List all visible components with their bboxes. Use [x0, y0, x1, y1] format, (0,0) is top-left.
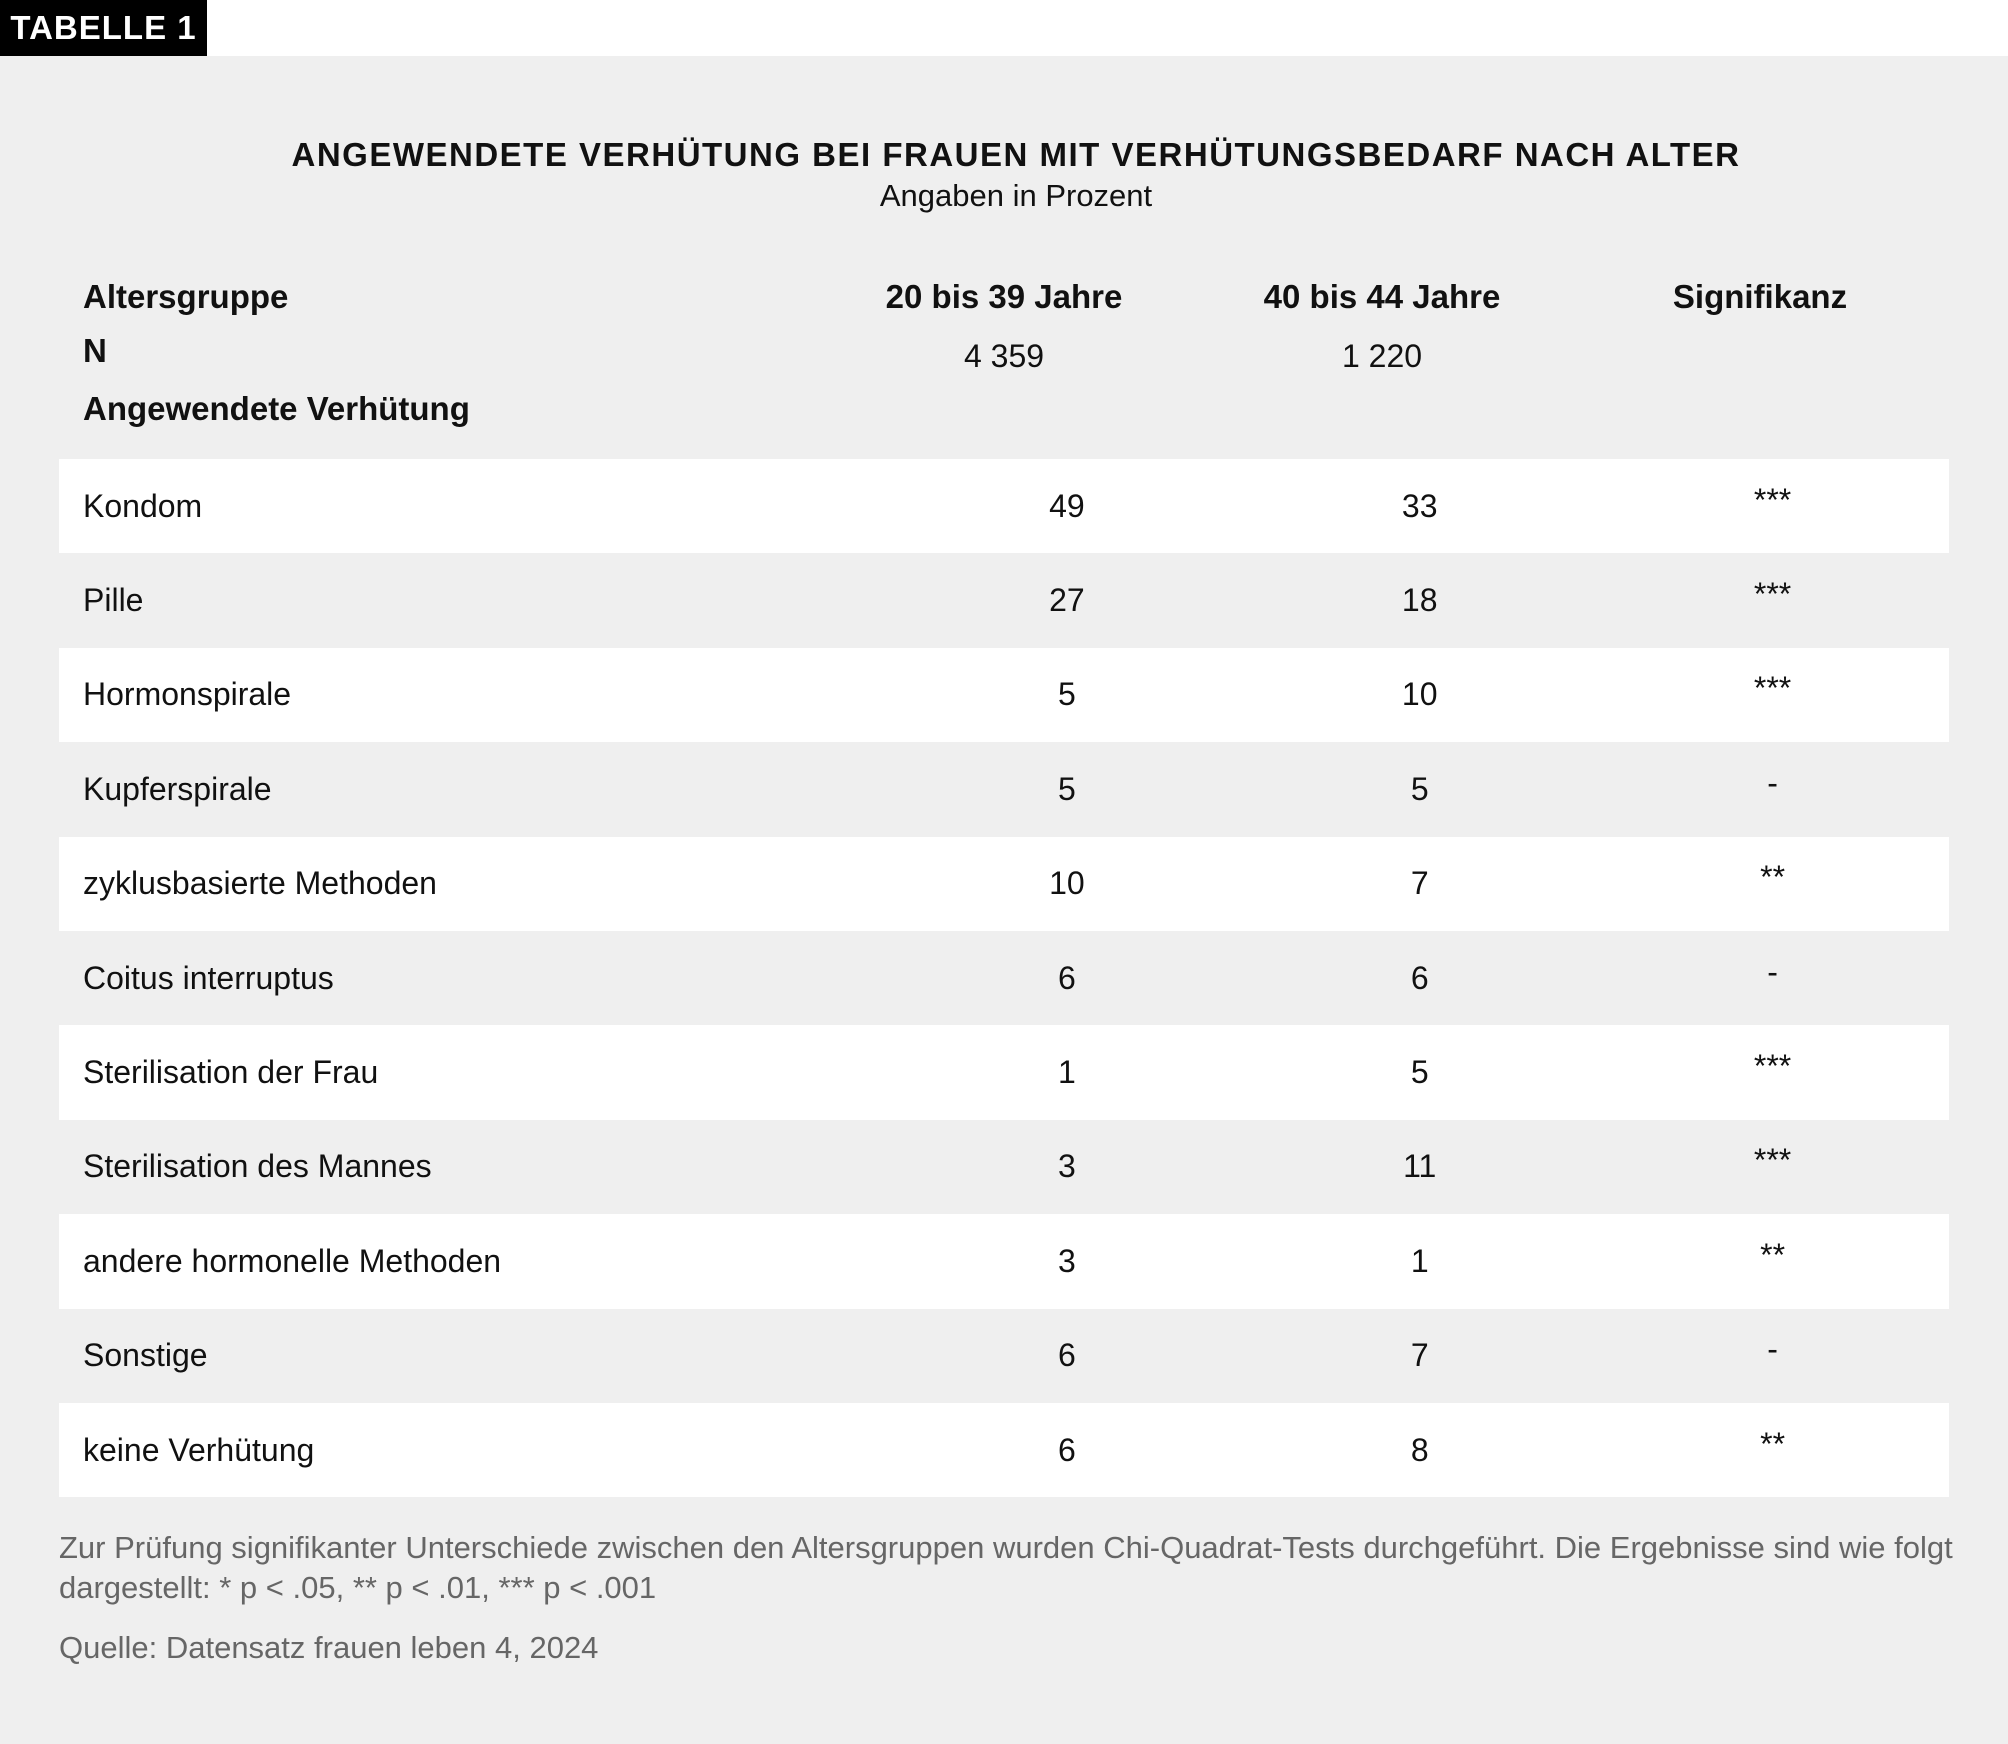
- table-row: Sterilisation des Mannes 3 11 ***: [59, 1120, 1949, 1214]
- value-20-39: 6: [1057, 1337, 1076, 1374]
- significance-value: **: [1760, 1425, 1786, 1462]
- significance-value: -: [1767, 764, 1778, 801]
- value-20-39: 6: [1057, 959, 1076, 996]
- significance-value: -: [1767, 953, 1778, 990]
- significance-value: -: [1767, 1331, 1778, 1368]
- footnote: Zur Prüfung signifikanter Unterschiede z…: [59, 1530, 1953, 1605]
- significance-value: **: [1760, 1236, 1786, 1273]
- table-subtitle: Angaben in Prozent: [879, 178, 1153, 213]
- table-row: keine Verhütung 6 8 **: [59, 1402, 1949, 1498]
- value-40-44: 10: [1401, 676, 1438, 713]
- value-40-44: 6: [1410, 959, 1429, 996]
- row-label: Kupferspirale: [83, 770, 272, 807]
- value-40-44: 5: [1410, 1054, 1429, 1091]
- row-label: Hormonspirale: [83, 676, 292, 713]
- value-20-39: 10: [1049, 865, 1085, 902]
- value-40-44: 5: [1410, 770, 1429, 807]
- column-header-significance: Signifikanz: [1672, 278, 1848, 315]
- significance-value: ***: [1753, 576, 1792, 613]
- table-row: andere hormonelle Methoden 3 1 **: [59, 1214, 1949, 1309]
- table-row: Sonstige 6 7 -: [59, 1309, 1949, 1403]
- significance-value: ***: [1753, 1142, 1792, 1179]
- row-label: Coitus interruptus: [83, 959, 334, 996]
- table-row: Pille 27 18 ***: [59, 553, 1949, 647]
- table-row: Kondom 49 33 ***: [59, 459, 1949, 554]
- row-label: keine Verhütung: [83, 1431, 315, 1468]
- value-20-39: 5: [1057, 676, 1076, 713]
- row-label: Sterilisation der Frau: [83, 1054, 379, 1091]
- value-20-39: 3: [1057, 1242, 1076, 1279]
- table-row: Sterilisation der Frau 1 5 ***: [59, 1025, 1949, 1120]
- row-label: andere hormonelle Methoden: [83, 1242, 502, 1279]
- header-contraception: Angewendete Verhütung: [83, 390, 470, 427]
- value-20-39: 27: [1049, 582, 1085, 619]
- table-row: zyklusbasierte Methoden 10 7 **: [59, 836, 1949, 931]
- value-40-44: 1: [1410, 1242, 1429, 1279]
- value-20-39: 49: [1049, 487, 1085, 524]
- significance-value: ***: [1753, 481, 1792, 518]
- table-title: ANGEWENDETE VERHÜTUNG BEI FRAUEN MIT VER…: [291, 136, 1741, 173]
- n-value-40-44: 1 220: [1341, 338, 1423, 374]
- value-20-39: 3: [1057, 1148, 1076, 1185]
- top-strip: [0, 0, 2008, 56]
- value-40-44: 11: [1403, 1148, 1437, 1185]
- column-header-40-44: 40 bis 44 Jahre: [1263, 278, 1501, 315]
- value-40-44: 7: [1410, 865, 1429, 902]
- table-row: Coitus interruptus 6 6 -: [59, 931, 1949, 1025]
- column-header-20-39: 20 bis 39 Jahre: [885, 278, 1123, 315]
- source-note: Quelle: Datensatz frauen leben 4, 2024: [59, 1630, 599, 1665]
- row-label: Sonstige: [83, 1337, 208, 1374]
- table-number-tab: TABELLE 1: [0, 0, 207, 56]
- table-row: Hormonspirale 5 10 ***: [59, 647, 1949, 743]
- significance-value: ***: [1753, 1048, 1792, 1085]
- header-n: N: [83, 332, 107, 369]
- value-40-44: 33: [1401, 487, 1438, 524]
- row-label: Kondom: [83, 487, 203, 524]
- value-20-39: 5: [1057, 770, 1076, 807]
- row-label: Sterilisation des Mannes: [83, 1148, 432, 1185]
- row-label: zyklusbasierte Methoden: [83, 865, 437, 902]
- n-value-20-39: 4 359: [963, 338, 1045, 374]
- significance-value: **: [1760, 859, 1786, 896]
- value-40-44: 18: [1401, 582, 1438, 619]
- value-40-44: 7: [1410, 1337, 1429, 1374]
- value-20-39: 6: [1057, 1431, 1076, 1468]
- value-20-39: 1: [1057, 1054, 1076, 1091]
- significance-value: ***: [1753, 670, 1792, 707]
- value-40-44: 8: [1410, 1431, 1429, 1468]
- table-body: Kondom 49 33 *** Pille 27 18 *** Hormonspirale 5 1…: [59, 459, 1949, 1498]
- header-age-group: Altersgruppe: [83, 278, 289, 315]
- row-label: Pille: [83, 582, 144, 619]
- table-row: Kupferspirale 5 5 -: [59, 742, 1949, 836]
